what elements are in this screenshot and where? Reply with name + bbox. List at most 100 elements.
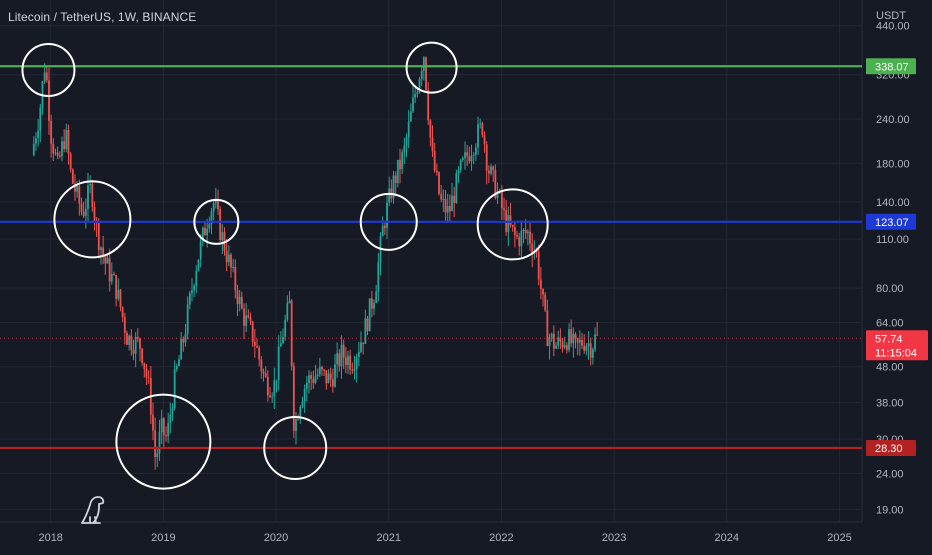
annotation-circle[interactable] [405, 41, 458, 94]
candle-body [513, 226, 516, 235]
candle-body [260, 359, 263, 372]
candle-body [466, 152, 469, 157]
candle-body [453, 195, 456, 204]
candle-body [65, 130, 68, 149]
candle-body [596, 334, 599, 336]
candle-body [156, 453, 159, 457]
candle-body [165, 435, 167, 437]
candle-body [214, 200, 217, 204]
candle-body [485, 144, 488, 171]
candle-body [212, 203, 215, 212]
candle-body [104, 255, 107, 264]
candle-body [409, 111, 412, 122]
candle-body [69, 153, 72, 170]
candle-body [102, 247, 105, 256]
candle-body [123, 316, 126, 333]
price-tick-label: 64.00 [876, 317, 904, 329]
candle-body [416, 91, 419, 94]
level-price-tag[interactable] [866, 440, 916, 457]
candle-body [141, 348, 144, 363]
candle-body [158, 432, 161, 454]
candle-body [459, 160, 462, 170]
candle-body [234, 266, 237, 291]
annotation-circle[interactable] [476, 188, 549, 261]
candle-body [435, 170, 438, 173]
annotation-circle[interactable] [115, 393, 212, 490]
candle-body [67, 130, 70, 154]
candle-body [360, 342, 362, 352]
candle-body [247, 315, 250, 318]
price-tick-label: 240.00 [876, 114, 910, 126]
level-price-label: 28.30 [875, 443, 903, 455]
candle-body [468, 156, 471, 162]
candle-body [93, 206, 96, 221]
candle-body [175, 365, 178, 370]
annotation-circle[interactable] [53, 180, 132, 259]
candle-body [591, 349, 594, 358]
candle-body [256, 345, 258, 348]
candle-body [414, 93, 417, 98]
candle-body [193, 285, 196, 291]
candle-body [282, 336, 284, 344]
bar-countdown-label: 11:15:04 [875, 347, 917, 359]
candle-body [113, 274, 115, 276]
annotation-circle[interactable] [263, 416, 328, 481]
candle-body [559, 337, 562, 342]
candle-body [576, 338, 579, 343]
candle-body [97, 223, 100, 251]
candle-body [61, 141, 63, 157]
candle-body [186, 304, 189, 334]
candle-body [479, 123, 482, 125]
candle-body [357, 351, 360, 358]
candle-body [375, 291, 378, 303]
price-tick-label: 80.00 [876, 283, 904, 295]
candle-body [464, 152, 466, 159]
candle-body [178, 359, 180, 366]
candle-body [490, 166, 492, 174]
candle-body [373, 302, 375, 309]
annotation-circle[interactable] [193, 198, 240, 245]
candle-body [516, 234, 518, 237]
candle-body [446, 206, 449, 213]
price-tick-label: 110.00 [876, 234, 909, 246]
candle-body [167, 423, 170, 437]
candle-body [269, 395, 271, 397]
candle-body [197, 259, 200, 271]
candle-body [54, 152, 57, 154]
candle-body [184, 333, 187, 343]
candle-body [264, 373, 267, 377]
candle-body [303, 388, 306, 402]
annotation-circle[interactable] [21, 42, 76, 97]
level-price-tag[interactable] [866, 213, 916, 230]
candle-body [500, 190, 503, 209]
time-tick-label: 2019 [151, 532, 175, 544]
candle-body [565, 345, 568, 350]
candle-body [130, 335, 133, 350]
candle-body [119, 289, 122, 308]
candle-body [570, 329, 573, 344]
candle-body [574, 333, 577, 339]
candle-body [217, 200, 219, 210]
candle-body [366, 318, 369, 332]
candle-body [550, 333, 553, 338]
candle-body [295, 419, 297, 431]
level-price-tag[interactable] [866, 58, 916, 75]
candle-body [329, 373, 332, 380]
candle-body [240, 296, 243, 309]
current-price-tag[interactable] [866, 330, 928, 361]
price-tick-label: 48.00 [876, 362, 904, 374]
candle-body [136, 336, 139, 339]
candle-body [301, 401, 304, 407]
candle-body [594, 334, 596, 350]
candle-body [80, 203, 83, 212]
symbol-title: Litecoin / TetherUS, 1W, BINANCE [8, 10, 197, 24]
candle-body [353, 368, 356, 371]
candle-body [232, 266, 235, 268]
candle-body [461, 158, 464, 161]
candle-body [106, 258, 109, 264]
candle-body [381, 225, 384, 237]
annotation-circle[interactable] [359, 192, 418, 251]
